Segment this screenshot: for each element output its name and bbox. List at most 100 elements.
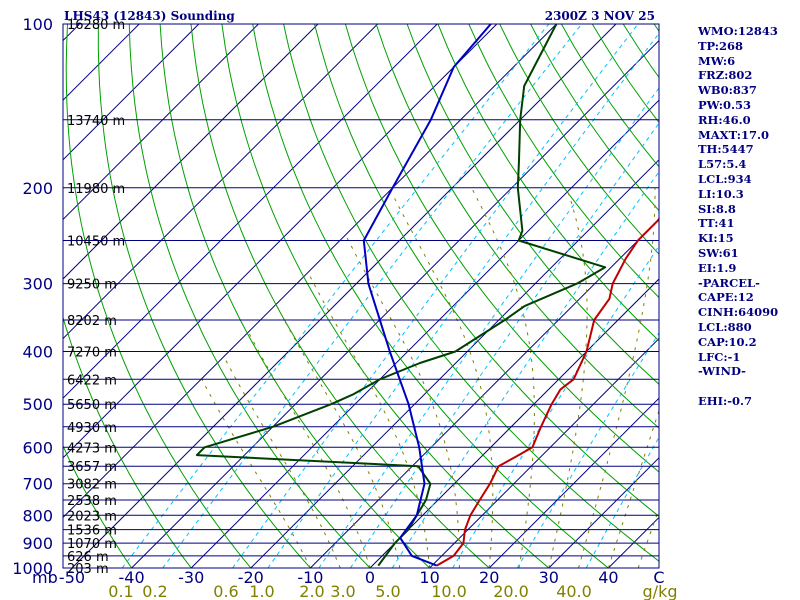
temperature-unit-label: C bbox=[653, 568, 664, 587]
temperature-tick-label: -30 bbox=[178, 568, 204, 587]
pressure-tick-label: 1000 bbox=[12, 559, 53, 578]
index-row: MAXT:17.0 bbox=[698, 127, 769, 142]
mixing-ratio-label: 2.0 bbox=[299, 582, 324, 600]
moist-adiabat-line bbox=[578, 187, 656, 568]
height-label: 4273 m bbox=[67, 441, 117, 456]
valid-time: 2300Z 3 NOV 25 bbox=[545, 9, 655, 23]
height-label: 9250 m bbox=[67, 278, 117, 293]
moist-adiabat-line bbox=[345, 235, 460, 568]
isotherm-line bbox=[63, 24, 378, 340]
dry-adiabat-line bbox=[159, 24, 430, 568]
dry-adiabat-line bbox=[97, 24, 311, 568]
height-label: 1070 m bbox=[67, 537, 117, 552]
isotherm-line bbox=[0, 24, 20, 568]
pressure-tick-label: 900 bbox=[22, 534, 53, 553]
pressure-tick-label: 300 bbox=[22, 275, 53, 294]
moist-adiabat-line bbox=[201, 379, 311, 568]
mixing-ratio-label: 3.0 bbox=[330, 582, 355, 600]
parcel-line bbox=[362, 24, 492, 567]
index-row: L57:5.4 bbox=[698, 157, 747, 172]
mixing-ratio-line bbox=[121, 24, 550, 568]
height-label: 10450 m bbox=[67, 235, 125, 250]
index-row: SW:61 bbox=[698, 245, 739, 260]
mixing-ratio-label: 0.6 bbox=[213, 582, 238, 600]
index-row: MW:6 bbox=[698, 53, 736, 68]
temperature-tick-label: -40 bbox=[119, 568, 145, 587]
temperature-tick-label: 40 bbox=[598, 568, 618, 587]
mixing-ratio-line bbox=[232, 24, 639, 568]
isotherm-line bbox=[63, 24, 557, 519]
index-row: WB0:837 bbox=[698, 83, 757, 98]
temperature-line bbox=[436, 217, 659, 567]
dewpoint-line bbox=[195, 24, 607, 567]
index-row: EI:1.9 bbox=[698, 260, 737, 275]
mixing-ratio-label: 5.0 bbox=[375, 582, 400, 600]
index-row: CAPE:12 bbox=[698, 290, 754, 305]
pressure-tick-label: 700 bbox=[22, 475, 53, 494]
moist-adiabat-line bbox=[309, 275, 431, 568]
height-label: 11980 m bbox=[67, 182, 125, 197]
height-label: 2538 m bbox=[67, 494, 117, 509]
isotherm-line bbox=[369, 278, 659, 568]
index-row: LI:10.3 bbox=[698, 186, 744, 201]
moist-adiabat-line bbox=[223, 357, 341, 568]
plot-frame bbox=[62, 23, 660, 569]
height-label: 6422 m bbox=[67, 373, 117, 388]
isotherm-line bbox=[63, 24, 259, 221]
isotherm-line bbox=[63, 24, 319, 280]
index-row: -PARCEL- bbox=[698, 275, 760, 290]
moist-adiabat-line bbox=[391, 193, 494, 568]
mixing-ratio-label: 20.0 bbox=[493, 582, 529, 600]
height-label: 5650 m bbox=[67, 398, 117, 413]
isotherm-line bbox=[429, 337, 659, 568]
isotherm-line bbox=[63, 24, 200, 161]
index-row: LCL:934 bbox=[698, 171, 752, 186]
moist-adiabat-line bbox=[248, 332, 371, 568]
mixing-ratio-label: 10.0 bbox=[431, 582, 467, 600]
isotherm-line bbox=[71, 24, 617, 568]
height-label: 3082 m bbox=[67, 478, 117, 493]
station-title: LHS43 (12843) Sounding bbox=[64, 9, 235, 23]
height-label: 626 m bbox=[67, 550, 109, 565]
index-row: LCL:880 bbox=[698, 319, 752, 334]
isotherm-line bbox=[131, 39, 659, 568]
isotherm-line bbox=[63, 24, 438, 399]
index-row: -WIND- bbox=[698, 364, 746, 379]
index-row: EHI:-0.7 bbox=[698, 393, 753, 408]
mixing-ratio-label: 0.2 bbox=[142, 582, 167, 600]
isotherm-line bbox=[63, 24, 498, 459]
mixing-ratio-label: 1.0 bbox=[249, 582, 274, 600]
index-row: CAP:10.2 bbox=[698, 334, 757, 349]
height-label: 3657 m bbox=[67, 460, 117, 475]
index-row: KI:15 bbox=[698, 231, 734, 246]
pressure-tick-label: 500 bbox=[22, 395, 53, 414]
height-label: 1536 m bbox=[67, 524, 117, 539]
pressure-unit-label: mb bbox=[32, 568, 58, 587]
moist-adiabat-line bbox=[276, 305, 401, 568]
pressure-tick-label: 100 bbox=[22, 15, 53, 34]
height-label: 2023 m bbox=[67, 509, 117, 524]
isotherm-line bbox=[250, 159, 659, 568]
pressure-tick-label: 800 bbox=[22, 506, 53, 525]
height-label: 203 m bbox=[67, 562, 109, 577]
temperature-tick-label: -20 bbox=[238, 568, 264, 587]
moist-adiabat-line bbox=[471, 187, 535, 568]
index-row: TP:268 bbox=[698, 38, 744, 53]
height-label: 8202 m bbox=[67, 314, 117, 329]
index-row: TT:41 bbox=[698, 216, 735, 231]
temperature-tick-label: 20 bbox=[479, 568, 499, 587]
height-label: 7270 m bbox=[67, 346, 117, 361]
height-label: 16280 m bbox=[67, 18, 125, 33]
pressure-tick-label: 400 bbox=[22, 343, 53, 362]
isotherm-line bbox=[190, 99, 659, 568]
pressure-tick-label: 600 bbox=[22, 438, 53, 457]
index-row: TH:5447 bbox=[698, 142, 754, 157]
index-row: PW:0.53 bbox=[698, 97, 752, 112]
isobar-lines bbox=[63, 23, 659, 569]
index-row bbox=[698, 379, 798, 394]
isotherm-line bbox=[548, 457, 659, 568]
mixing-ratio-label: 0.1 bbox=[108, 582, 133, 600]
mixing-ratio-line bbox=[267, 32, 659, 568]
temperature-tick-label: 10 bbox=[419, 568, 439, 587]
